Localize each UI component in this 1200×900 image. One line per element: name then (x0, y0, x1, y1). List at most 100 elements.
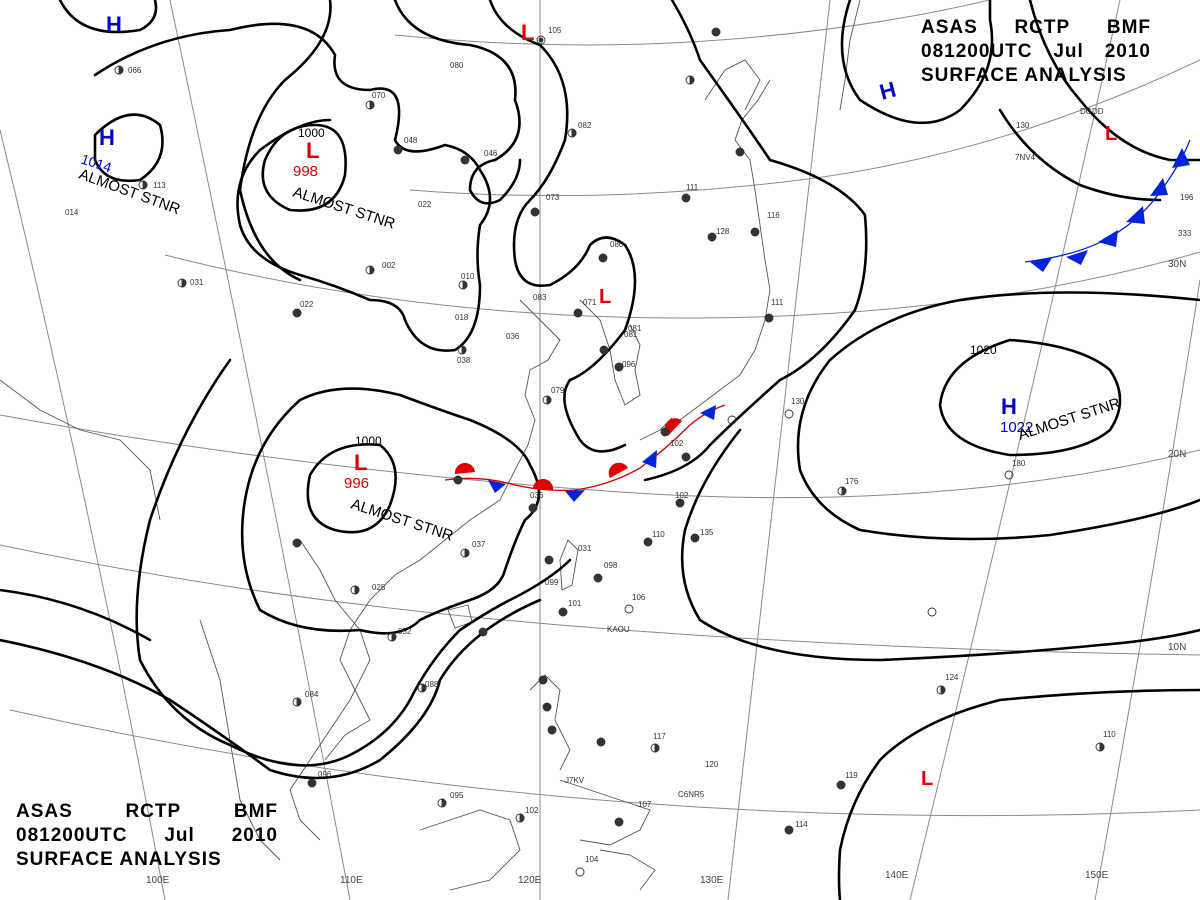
station-value: 128 (716, 227, 730, 236)
station-value: 080 (450, 61, 464, 70)
parallel-40n (394, 0, 992, 46)
station-value: 110 (652, 530, 665, 539)
station-value: 119 (845, 771, 858, 780)
header-line-2: 081200UTC Jul 2010 (921, 40, 1151, 64)
station-value: 124 (945, 673, 959, 682)
station-circle (387, 632, 397, 642)
station-value: 096 (622, 360, 636, 369)
station-circle (530, 207, 540, 217)
isobar-south-china-outer (240, 387, 541, 635)
station-value: 046 (484, 149, 498, 158)
footer-line-1: ASAS RCTP BMF (16, 800, 278, 824)
station-name: DGDD (1080, 107, 1104, 116)
header-year: 2010 (1104, 41, 1151, 62)
station-value: 130 (791, 397, 805, 406)
station-value: 037 (472, 540, 486, 549)
coast-taiwan (559, 539, 579, 591)
station-circle (599, 345, 609, 355)
station-circle (784, 825, 794, 835)
meridian-100e (0, 129, 166, 900)
coastlines (0, 0, 861, 891)
footer-source: ASAS (16, 801, 73, 822)
isobar-east-coast (840, 0, 994, 125)
station-circle (1004, 470, 1014, 480)
coast-hokkaido (704, 59, 761, 111)
station-circle (690, 533, 700, 543)
lat-label-30n: 30N (1168, 259, 1186, 270)
station-value: 084 (305, 690, 319, 699)
coast-visayas (559, 779, 651, 846)
footer-line-3: SURFACE ANALYSIS (16, 848, 278, 872)
footer-month: Jul (164, 825, 195, 846)
low-center-998: L (306, 138, 319, 163)
lon-label-110e: 110E (340, 875, 363, 886)
footer-title: SURFACE ANALYSIS (16, 849, 222, 870)
station-value: 080 (610, 240, 624, 249)
station-circle (764, 313, 774, 323)
cold-front-triangles (488, 405, 716, 502)
station-circle (542, 702, 552, 712)
station-circle (1095, 742, 1105, 752)
station-value: 036 (530, 491, 544, 500)
station-circle (292, 697, 302, 707)
footer-station: RCTP (125, 801, 182, 822)
station-name: KAOU (607, 625, 630, 634)
coast-borneo (419, 809, 521, 891)
station-value: 102 (670, 439, 684, 448)
station-circle (453, 475, 463, 485)
footer-product: BMF (233, 801, 278, 822)
coast-sakhalin (839, 0, 861, 111)
station-circle (573, 308, 583, 318)
header-bottom: ASAS RCTP BMF 081200UTC Jul 2010 SURFACE… (16, 800, 278, 872)
station-circle (837, 486, 847, 496)
coast-mindanao (599, 849, 656, 891)
header-product: BMF (1106, 17, 1151, 38)
station-circle (538, 675, 548, 685)
station-value: 095 (450, 791, 464, 800)
station-value: 083 (533, 293, 547, 302)
lon-label-130e: 130E (700, 875, 724, 886)
station-value: 099 (545, 578, 559, 587)
station-circle (675, 498, 685, 508)
high-center-ne: H (877, 77, 899, 105)
isobar-mongolia-outer (93, 22, 492, 352)
station-value: 081 (628, 324, 642, 333)
station-value: 120 (705, 760, 719, 769)
station-value: 111 (771, 298, 784, 307)
low-center-996: L (354, 450, 367, 475)
station-value: 066 (128, 66, 142, 75)
station-circle (836, 780, 846, 790)
header-line-1: ASAS RCTP BMF (921, 16, 1151, 40)
station-circle (350, 585, 360, 595)
station-circle (660, 427, 670, 437)
station-circle (460, 548, 470, 558)
station-value: 107 (638, 800, 652, 809)
header-top: ASAS RCTP BMF 081200UTC Jul 2010 SURFACE… (921, 16, 1151, 88)
isobar-north-west (58, 0, 158, 34)
station-value: 176 (845, 477, 859, 486)
station-value: 102 (675, 491, 689, 500)
fronts (444, 139, 1191, 502)
low-center-ne: L (1105, 123, 1117, 145)
station-value: 014 (65, 208, 79, 217)
station-circle (711, 27, 721, 37)
high-center-nw: H (106, 12, 122, 37)
station-value: 196 (1180, 193, 1194, 202)
station-value: 096 (318, 770, 332, 779)
station-circle (727, 415, 737, 425)
isobar-yellow-sea (488, 0, 637, 453)
lon-label-100e: 100E (146, 875, 170, 886)
high-value-1022: 1022 (1000, 419, 1033, 436)
station-circle (707, 232, 717, 242)
header-month: Jul (1053, 41, 1084, 62)
station-circle (536, 35, 546, 45)
footer-line-2: 081200UTC Jul 2010 (16, 824, 278, 848)
station-value: 002 (382, 261, 396, 270)
isobar-equatorial (0, 598, 542, 780)
station-value: 180 (1012, 459, 1026, 468)
station-circle (114, 65, 124, 75)
station-circle (936, 685, 946, 695)
lon-label-120e: 120E (518, 875, 542, 886)
station-circle (614, 362, 624, 372)
